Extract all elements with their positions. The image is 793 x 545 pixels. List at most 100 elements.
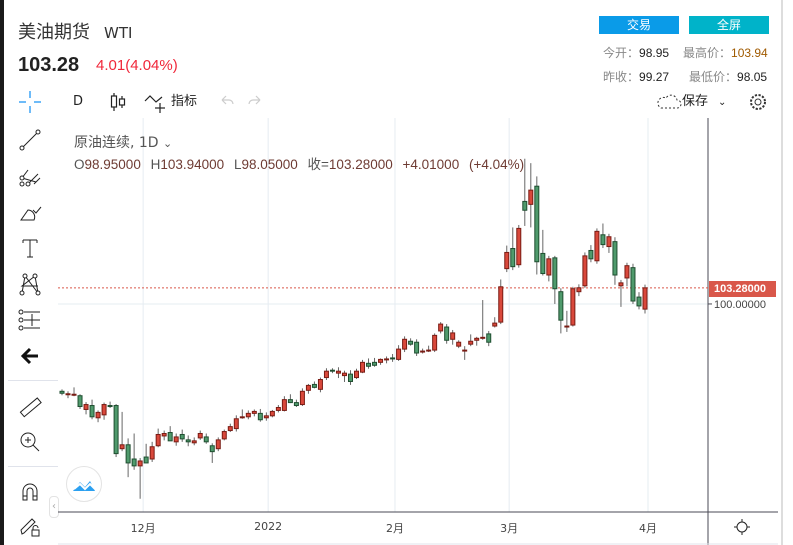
save-button[interactable]: 保存 ⌄ [656, 88, 736, 116]
measure-icon[interactable] [16, 306, 44, 334]
candle-type-icon[interactable] [108, 88, 128, 116]
pitchfork-icon[interactable] [16, 162, 44, 190]
back-arrow-icon[interactable] [16, 342, 44, 370]
chart-settings-icon[interactable] [733, 518, 751, 536]
candle-up [384, 358, 390, 361]
divider [8, 380, 58, 381]
brush-icon[interactable] [16, 198, 44, 226]
candle-up [426, 349, 432, 352]
candle-down [636, 296, 642, 307]
redo-icon[interactable] [246, 88, 264, 116]
candle-down [167, 432, 173, 442]
candle-up [137, 460, 143, 467]
candle-up [275, 406, 281, 411]
candle-up [456, 341, 462, 347]
candle-up [155, 433, 161, 447]
candle-down [89, 405, 95, 418]
candle-up [239, 416, 245, 419]
candle-down [107, 405, 113, 408]
candle-up [450, 332, 456, 340]
candle-up [221, 431, 227, 440]
candle-down [372, 361, 378, 366]
collapse-toolbar-button[interactable]: ‹ [49, 496, 59, 518]
candle-down [293, 402, 299, 407]
instrument-symbol: WTI [104, 24, 133, 42]
stat-high: 最高价：103.94 [683, 44, 768, 61]
zoom-in-icon[interactable] [16, 428, 44, 456]
save-label: 保存 [682, 94, 709, 109]
tradingview-logo-button[interactable] [66, 466, 102, 502]
candle-down [540, 252, 546, 275]
ohlc-change: +4.01000 (+4.04%) [402, 157, 525, 172]
lock-drawing-icon[interactable] [16, 512, 44, 540]
magnet-icon[interactable] [16, 478, 44, 506]
candle-up [468, 340, 474, 345]
candle-down [486, 333, 492, 343]
pattern-icon[interactable] [16, 270, 44, 298]
trade-button[interactable]: 交易 [599, 16, 679, 34]
candle-up [504, 251, 510, 270]
series-legend[interactable]: 原油连续, 1D ⌄ [74, 132, 172, 152]
price-change: 4.01(4.04%) [96, 57, 178, 74]
candle-up [149, 446, 155, 460]
candle-up [71, 393, 77, 396]
ohlc-value: 98.05000 [241, 157, 298, 172]
last-price: 103.28 [18, 54, 80, 76]
candle-down [444, 326, 450, 341]
price-chart[interactable] [58, 118, 781, 545]
series-name: 原油连续, 1D [74, 135, 159, 151]
candle-up [191, 440, 197, 444]
candle-down [125, 444, 131, 464]
candle-down [588, 249, 594, 260]
indicators-button[interactable]: 指标 [143, 88, 203, 116]
ohlc-high: H103.94000 [151, 157, 225, 172]
ohlc-low: L98.05000 [234, 157, 298, 172]
candle-up [642, 287, 648, 310]
candle-up [498, 286, 504, 323]
candle-up [173, 436, 179, 443]
candle-up [119, 444, 125, 450]
time-axis-label: 4月 [639, 522, 657, 535]
text-icon[interactable] [16, 234, 44, 262]
candle-down [630, 267, 636, 302]
stat-value: 103.94 [731, 46, 768, 60]
stat-label: 昨收： [603, 70, 640, 84]
ohlc-close: 收=103.28000 [308, 157, 393, 172]
time-axis-label: 3月 [500, 522, 519, 535]
candle-up [474, 337, 480, 341]
gear-icon[interactable] [748, 88, 768, 116]
candle-up [528, 189, 534, 205]
stat-value: 98.05 [737, 70, 768, 84]
candle-up [492, 322, 498, 327]
candle-up [227, 426, 233, 432]
candle-up [335, 370, 341, 374]
candle-down [390, 357, 396, 360]
undo-icon[interactable] [218, 88, 236, 116]
ruler-icon[interactable] [16, 394, 44, 422]
candle-up [215, 439, 221, 450]
candle-up [546, 258, 552, 276]
candle-down [408, 340, 414, 345]
candle-up [233, 418, 239, 430]
crosshair-icon[interactable] [16, 88, 44, 116]
candle-up [420, 350, 426, 353]
candle-up [161, 432, 167, 437]
candle-down [347, 373, 353, 382]
cloud-chart-icon [73, 481, 96, 491]
candle-up [396, 348, 402, 360]
fullscreen-button[interactable]: 全屏 [689, 16, 769, 34]
candle-up [269, 410, 275, 417]
candle-down [179, 433, 185, 440]
candle-down [414, 341, 420, 354]
candle-down [59, 390, 65, 394]
ohlc-label: O [74, 157, 85, 172]
interval-button[interactable]: D [73, 94, 84, 109]
chart-toolbar: D 指标 保存 ⌄ [0, 88, 781, 116]
time-axis-label: 2月 [385, 522, 404, 535]
candle-up [245, 412, 251, 418]
window-edge [0, 0, 4, 545]
trend-line-icon[interactable] [16, 126, 44, 154]
candle-up [594, 230, 600, 262]
candle-up [354, 370, 360, 379]
candle-up [83, 404, 89, 410]
